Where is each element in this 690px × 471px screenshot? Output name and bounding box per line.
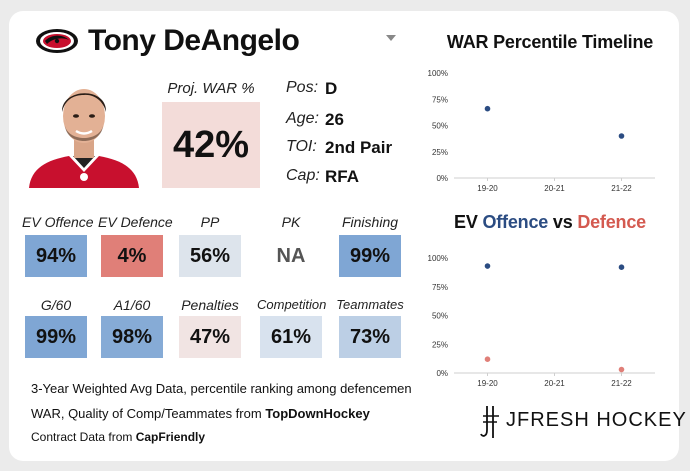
chart-war-y-tick: 50% bbox=[432, 122, 448, 131]
chart-war-x-tick: 19-20 bbox=[477, 184, 498, 193]
stat-label-finishing: Finishing bbox=[341, 214, 399, 230]
chart-war-x-tick: 20-21 bbox=[544, 184, 565, 193]
info-value-pos: D bbox=[325, 79, 338, 98]
stat-value-competition: 61% bbox=[260, 316, 322, 358]
footer-note: 3-Year Weighted Avg Data, percentile ran… bbox=[31, 381, 412, 396]
stat-value-g60: 99% bbox=[25, 316, 87, 358]
stat-value-finishing: 99% bbox=[339, 235, 401, 277]
info-value-age: 26 bbox=[325, 110, 344, 129]
chart-war-point bbox=[618, 133, 625, 139]
chart-war-timeline: 0% 25% 50% 75% 100% 19-20 20-21 21-22 bbox=[428, 69, 655, 193]
chart-ev-title-offence: Offence bbox=[482, 212, 549, 232]
chart-war-y-tick: 75% bbox=[432, 95, 448, 104]
stat-label-a160: A1/60 bbox=[113, 297, 151, 313]
chart-ev-x-tick: 19-20 bbox=[477, 379, 498, 388]
chart-ev-x-tick: 21-22 bbox=[611, 379, 632, 388]
chart-ev-offence-defence: 0% 25% 50% 75% 100% 19-20 20-21 21-22 bbox=[428, 254, 655, 388]
chart-ev-x-tick: 20-21 bbox=[544, 379, 565, 388]
player-name: Tony DeAngelo bbox=[88, 24, 300, 57]
footer-war-source: WAR, Quality of Comp/Teammates from TopD… bbox=[31, 406, 370, 421]
stat-label-teammates: Teammates bbox=[336, 297, 404, 312]
proj-war-value: 42% bbox=[162, 102, 260, 188]
chart-war-x-tick: 21-22 bbox=[611, 184, 632, 193]
info-label-pos: Pos: bbox=[286, 79, 319, 96]
chart-ev-y-tick: 25% bbox=[432, 340, 448, 349]
brand-name: JFRESH HOCKEY bbox=[506, 409, 687, 431]
footer-contract-source-name: CapFriendly bbox=[135, 430, 206, 444]
stat-label-pk: PK bbox=[281, 214, 301, 230]
stat-label-g60: G/60 bbox=[40, 297, 72, 313]
info-label-toi: TOI: bbox=[286, 138, 317, 155]
info-value-cap: RFA bbox=[325, 167, 359, 186]
info-label-age: Age: bbox=[286, 110, 319, 127]
player-headshot bbox=[27, 76, 141, 188]
stat-value-a160: 98% bbox=[101, 316, 163, 358]
stat-label-penalties: Penalties bbox=[181, 297, 239, 313]
footer-war-source-name: TopDownHockey bbox=[265, 406, 370, 421]
chart-ev-title: EV Offence vs Defence bbox=[454, 212, 646, 232]
chart-ev-point bbox=[618, 264, 625, 270]
chart-ev-point bbox=[484, 263, 491, 269]
chart-war-y-tick: 100% bbox=[428, 69, 448, 78]
chart-ev-title-defence: Defence bbox=[577, 212, 646, 232]
brand-logo-icon bbox=[480, 406, 499, 438]
chart-ev-y-tick: 75% bbox=[432, 283, 448, 292]
chart-war-title: WAR Percentile Timeline bbox=[446, 32, 654, 52]
stat-value-ev-defence: 4% bbox=[101, 235, 163, 277]
proj-war-label: Proj. WAR % bbox=[167, 80, 255, 97]
chart-war-y-tick: 25% bbox=[432, 148, 448, 157]
stat-value-pp: 56% bbox=[179, 235, 241, 277]
stat-value-pk: NA bbox=[260, 235, 322, 277]
stat-value-ev-offence: 94% bbox=[25, 235, 87, 277]
stat-value-penalties: 47% bbox=[179, 316, 241, 358]
chart-war-point bbox=[484, 105, 491, 112]
stat-value-teammates: 73% bbox=[339, 316, 401, 358]
info-value-toi: 2nd Pair bbox=[325, 138, 393, 157]
footer-contract-source: Contract Data from CapFriendly bbox=[31, 430, 206, 444]
chart-war-y-tick: 0% bbox=[436, 174, 448, 183]
chevron-down-icon[interactable] bbox=[386, 35, 396, 41]
stat-label-ev-offence: EV Offence bbox=[22, 214, 94, 230]
chart-ev-point bbox=[618, 366, 625, 373]
team-logo-icon bbox=[36, 29, 78, 53]
chart-ev-y-tick: 100% bbox=[428, 254, 448, 263]
stat-label-ev-defence: EV Defence bbox=[98, 214, 173, 230]
info-label-cap: Cap: bbox=[286, 167, 320, 184]
chart-ev-y-tick: 50% bbox=[432, 312, 448, 321]
stat-label-pp: PP bbox=[200, 214, 220, 230]
chart-ev-y-tick: 0% bbox=[436, 369, 448, 378]
stat-label-competition: Competition bbox=[257, 297, 327, 312]
chart-ev-point bbox=[484, 356, 491, 362]
